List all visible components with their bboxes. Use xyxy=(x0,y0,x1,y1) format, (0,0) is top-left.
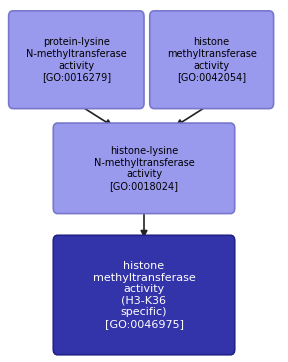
FancyBboxPatch shape xyxy=(53,123,235,214)
FancyBboxPatch shape xyxy=(53,235,235,355)
FancyBboxPatch shape xyxy=(9,11,144,109)
Text: histone
methyltransferase
activity
[GO:0042054]: histone methyltransferase activity [GO:0… xyxy=(167,37,257,82)
Text: protein-lysine
N-methyltransferase
activity
[GO:0016279]: protein-lysine N-methyltransferase activ… xyxy=(26,37,127,82)
FancyBboxPatch shape xyxy=(150,11,274,109)
Text: histone-lysine
N-methyltransferase
activity
[GO:0018024]: histone-lysine N-methyltransferase activ… xyxy=(94,146,194,191)
Text: histone
methyltransferase
activity
(H3-K36
specific)
[GO:0046975]: histone methyltransferase activity (H3-K… xyxy=(93,261,195,329)
